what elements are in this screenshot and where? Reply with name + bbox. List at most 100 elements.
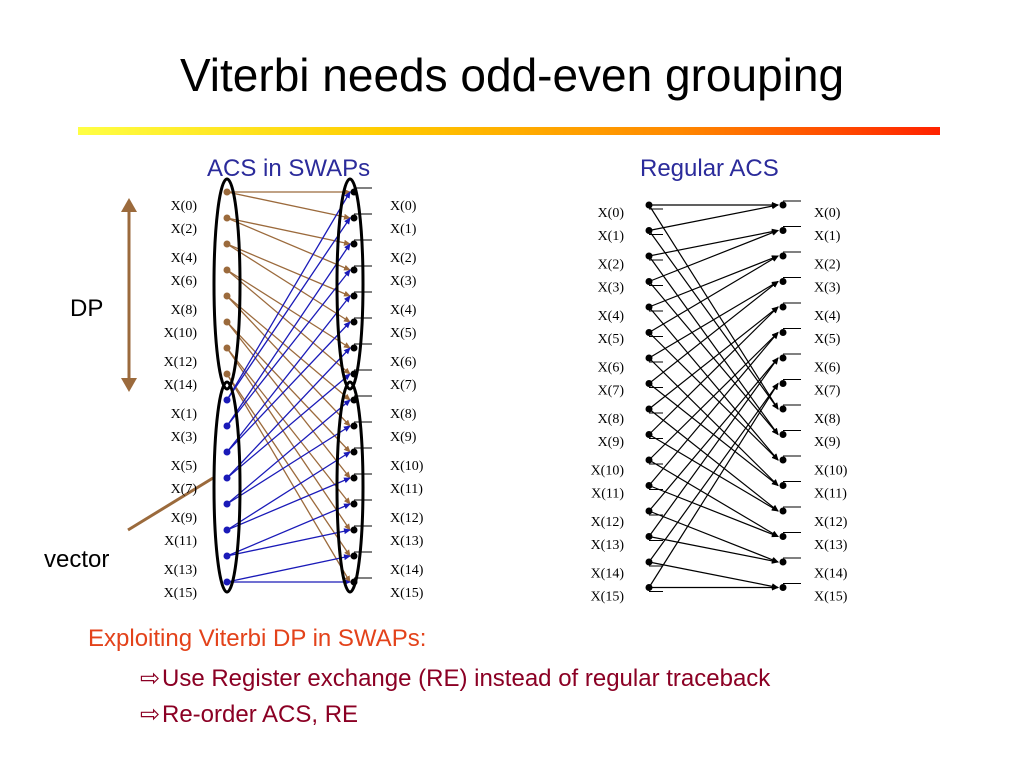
regular-output-node (779, 252, 787, 260)
bullet-list: Exploiting Viterbi DP in SWAPs: ⇨Use Reg… (88, 625, 770, 733)
swap-acs-path (226, 243, 351, 323)
swap-output-label: X(7) (390, 378, 417, 393)
swap-output-label: X(13) (390, 534, 424, 549)
regular-acs-path (648, 357, 779, 512)
regular-acs-subtitle: Regular ACS (640, 155, 779, 182)
regular-output-node (779, 456, 787, 464)
swap-input-label: X(6) (171, 274, 198, 289)
swap-output-label: X(4) (390, 303, 417, 318)
regular-output-label: X(4) (814, 309, 841, 324)
swap-acs-path (226, 347, 351, 479)
regular-acs-paths (648, 202, 779, 591)
regular-input-node (645, 482, 653, 489)
group-ellipse (212, 380, 242, 594)
swap-output-node (350, 292, 358, 300)
regular-acs-path (648, 357, 779, 487)
swap-output-node (350, 318, 358, 326)
swap-output-node (350, 500, 358, 508)
regular-input-node (645, 201, 653, 209)
swap-acs-path (226, 243, 351, 297)
group-ellipse (335, 177, 365, 391)
swap-acs-path (226, 217, 351, 246)
vector-pointer-line (127, 476, 214, 532)
regular-output-label: X(8) (814, 412, 841, 427)
regular-output-label: X(15) (814, 590, 848, 605)
regular-input-label: X(4) (598, 309, 625, 324)
regular-input-label: X(6) (598, 361, 625, 376)
regular-input-node (645, 278, 653, 285)
swap-acs-path (226, 191, 351, 220)
swap-output-node (350, 526, 358, 534)
regular-output-label: X(7) (814, 384, 841, 399)
swap-input-label: X(4) (171, 251, 198, 266)
regular-input-label: X(11) (591, 487, 624, 502)
swap-input-label: X(11) (164, 534, 197, 549)
swap-output-node (350, 448, 358, 456)
swap-acs-path (226, 503, 351, 557)
regular-acs-path (648, 484, 779, 538)
swap-input-label: X(2) (171, 222, 198, 237)
bullet-item-text: Re-order ACS, RE (162, 701, 359, 728)
swap-input-node (223, 552, 231, 560)
swap-input-node (223, 448, 231, 456)
regular-acs-path (648, 229, 779, 283)
swap-input-label: X(12) (164, 355, 198, 370)
regular-input-label: X(7) (598, 384, 625, 399)
regular-acs-path (648, 255, 779, 436)
regular-acs-path (648, 510, 779, 563)
swap-input-node (223, 526, 231, 534)
regular-input-label: X(10) (591, 464, 625, 479)
regular-acs-path (648, 204, 779, 410)
swap-acs-path (226, 321, 351, 453)
regular-output-node (779, 303, 787, 311)
regular-input-label: X(8) (598, 412, 625, 427)
swap-acs-path (226, 243, 351, 427)
swap-output-node (350, 240, 358, 248)
swap-acs-path (226, 528, 351, 557)
vector-label: vector (44, 546, 109, 573)
regular-output-node (779, 507, 787, 515)
swap-acs-path (226, 347, 351, 531)
regular-output-label: X(0) (814, 206, 841, 221)
swap-input-label: X(15) (164, 586, 198, 601)
regular-input-label: X(12) (591, 515, 625, 530)
swap-acs-path (226, 191, 351, 401)
swap-input-node (223, 240, 231, 248)
swap-output-label: X(5) (390, 326, 417, 341)
regular-acs-path (648, 331, 779, 486)
regular-output-node (779, 533, 787, 540)
swap-input-label: X(10) (164, 326, 198, 341)
regular-acs-path (648, 535, 779, 564)
regular-output-label: X(1) (814, 229, 841, 244)
regular-output-node (779, 354, 787, 362)
regular-input-label: X(0) (598, 206, 625, 221)
regular-input-node (645, 533, 653, 540)
bullet-item: ⇨Use Register exchange (RE) instead of r… (140, 661, 770, 697)
swap-acs-path (226, 373, 351, 479)
swap-output-label: X(14) (390, 563, 424, 578)
swap-output-node (350, 474, 358, 482)
swap-input-label: X(9) (171, 511, 198, 526)
bullet-heading: Exploiting Viterbi DP in SWAPs: (88, 625, 427, 652)
regular-input-label: X(1) (598, 229, 625, 244)
regular-input-node (645, 252, 653, 260)
swap-acs-path (226, 269, 351, 375)
regular-input-label: X(14) (591, 567, 625, 582)
regular-input-node (645, 405, 653, 413)
regular-output-node (779, 278, 787, 285)
swap-input-node (223, 422, 231, 430)
regular-output-label: X(14) (814, 567, 848, 582)
regular-output-node (779, 380, 787, 387)
swap-output-label: X(1) (390, 222, 417, 237)
regular-output-label: X(10) (814, 464, 848, 479)
swap-output-label: X(3) (390, 274, 417, 289)
regular-acs-path (648, 561, 779, 590)
swap-output-node (350, 214, 358, 222)
swap-input-label: X(7) (171, 482, 198, 497)
regular-output-node (779, 227, 787, 234)
swap-input-label: X(1) (171, 407, 198, 422)
regular-input-node (645, 456, 653, 464)
swap-group-ellipses (212, 177, 365, 594)
title-underline (78, 127, 940, 135)
regular-acs-path (648, 306, 779, 461)
